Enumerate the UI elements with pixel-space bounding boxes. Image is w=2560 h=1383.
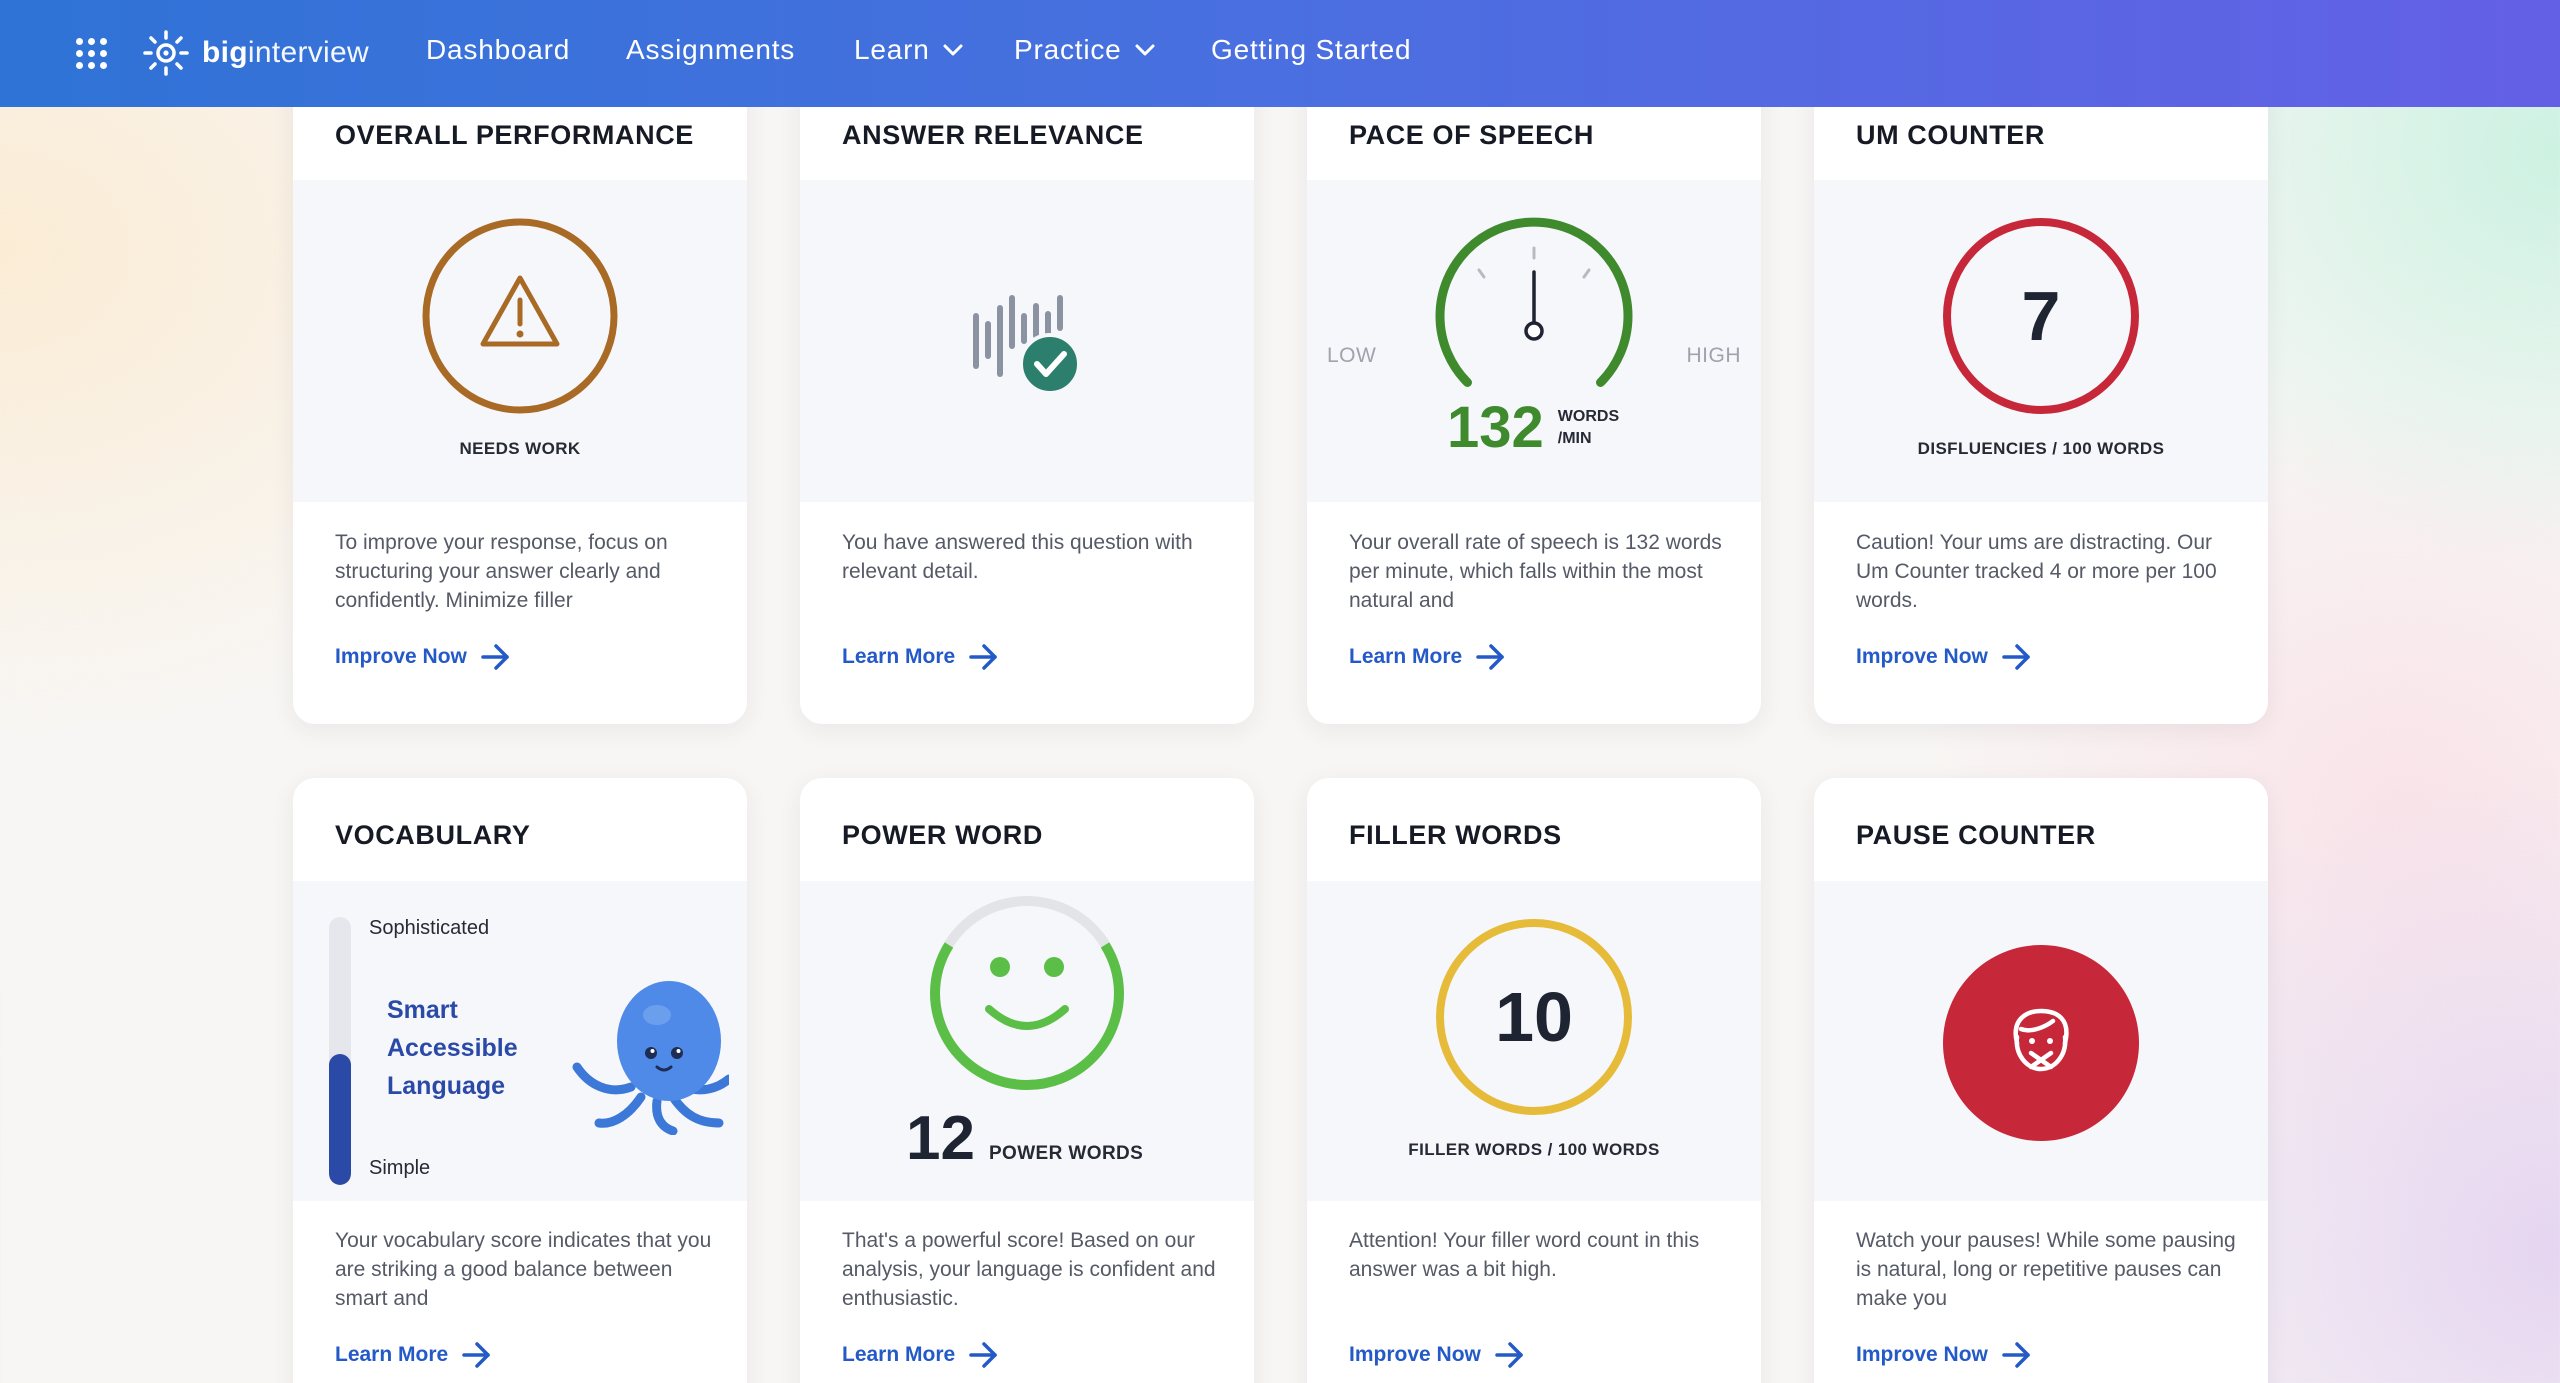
card-title: PACE OF SPEECH <box>1349 120 1594 150</box>
vocabulary-level-fill <box>329 1053 351 1185</box>
power-words-count: 12 <box>906 1104 975 1173</box>
learn-more-link[interactable]: Learn More <box>842 1342 999 1368</box>
octopus-mascot <box>572 981 729 1135</box>
nav-getting-started[interactable]: Getting Started <box>1211 34 1412 65</box>
card-title: UM COUNTER <box>1856 120 2045 150</box>
um-counter-card: UM COUNTER 7 DISFLUENCIES / 100 WORDS Ca… <box>1814 60 2268 724</box>
nav-dashboard[interactable]: Dashboard <box>426 34 571 65</box>
nav-assignments[interactable]: Assignments <box>626 34 796 65</box>
arrow-right-icon <box>481 644 509 670</box>
filler-words-ring <box>1436 919 1632 1115</box>
card-description: Attention! Your filler word count in thi… <box>1349 1229 1700 1281</box>
um-counter-ring <box>1943 218 2139 414</box>
card-description: Your vocabulary score indicates that you… <box>335 1229 712 1310</box>
pace-unit-line1: WORDS <box>1557 408 1620 425</box>
vocab-level-text: Smart Accessible Language <box>387 996 518 1100</box>
um-caption: DISFLUENCIES / 100 WORDS <box>1917 439 2165 458</box>
overall-caption: NEEDS WORK <box>459 439 581 458</box>
pace-readout: 132 WORDS /MIN <box>1447 398 1619 458</box>
pace-unit-line2: /MIN <box>1557 430 1592 447</box>
um-count: 7 <box>2021 277 2061 355</box>
pace-of-speech-card: PACE OF SPEECH LOW HIGH 132 WORDS /MIN Y… <box>1307 60 1761 724</box>
card-description: Watch your pauses! While some pausing is… <box>1856 1229 2236 1310</box>
card-description: Your overall rate of speech is 132 words… <box>1349 531 1722 612</box>
learn-more-link[interactable]: Learn More <box>1349 644 1506 670</box>
nav-practice[interactable]: Practice <box>1014 34 1156 66</box>
improve-now-link[interactable]: Improve Now <box>1349 1342 1525 1368</box>
arrow-right-icon <box>1495 1342 1523 1368</box>
improve-now-link[interactable]: Improve Now <box>1856 644 2032 670</box>
arrow-right-icon <box>969 644 997 670</box>
card-visual <box>1814 881 2268 1201</box>
power-word-card: POWER WORD 12 POWER WORDS That's a power… <box>800 778 1254 1383</box>
learn-more-link[interactable]: Learn More <box>842 644 999 670</box>
card-title: POWER WORD <box>842 820 1043 850</box>
biginterview-logo[interactable]: biginterview <box>142 28 369 78</box>
improve-now-link[interactable]: Improve Now <box>1856 1342 2032 1368</box>
card-visual: NEEDS WORK <box>293 180 747 502</box>
soundwave-check-icon <box>973 295 1081 395</box>
vocab-top-label: Sophisticated <box>369 917 490 939</box>
vocabulary-level-bar <box>329 917 351 1185</box>
card-description: Caution! Your ums are distracting. Our U… <box>1856 531 2217 612</box>
chevron-down-icon <box>1135 44 1155 56</box>
pace-high-label: HIGH <box>1686 344 1741 367</box>
chevron-down-icon <box>943 44 963 56</box>
vocab-bottom-label: Simple <box>369 1157 431 1179</box>
card-visual <box>800 180 1254 502</box>
muted-face-icon <box>1943 945 2139 1141</box>
sun-logo-icon <box>143 30 189 76</box>
arrow-right-icon <box>462 1342 490 1368</box>
card-description: You have answered this question with rel… <box>842 531 1193 583</box>
pace-value: 132 <box>1447 395 1544 460</box>
filler-caption: FILLER WORDS / 100 WORDS <box>1408 1140 1660 1159</box>
power-words-readout: 12 POWER WORDS <box>906 1103 1143 1174</box>
arrow-right-icon <box>969 1342 997 1368</box>
filler-words-count: 10 <box>1495 978 1573 1056</box>
card-title: VOCABULARY <box>335 820 531 850</box>
card-description: That's a powerful score! Based on our an… <box>842 1229 1216 1310</box>
needs-work-ring <box>422 218 618 414</box>
arrow-right-icon <box>2002 644 2030 670</box>
card-description: To improve your response, focus on struc… <box>335 531 668 612</box>
smiley-icon <box>930 896 1124 1090</box>
vocabulary-card: VOCABULARY Sophisticated Simple Smart Ac… <box>293 778 747 1383</box>
warning-icon <box>480 275 560 347</box>
arrow-right-icon <box>1476 644 1504 670</box>
pace-gauge <box>1435 217 1633 387</box>
card-visual: 7 DISFLUENCIES / 100 WORDS <box>1814 180 2268 502</box>
learn-more-link[interactable]: Learn More <box>335 1342 492 1368</box>
card-visual: 10 FILLER WORDS / 100 WORDS <box>1307 881 1761 1201</box>
arrow-right-icon <box>2002 1342 2030 1368</box>
answer-relevance-card: ANSWER RELEVANCE You have answered this … <box>800 60 1254 724</box>
power-words-unit: POWER WORDS <box>988 1143 1144 1164</box>
card-title: FILLER WORDS <box>1349 820 1562 850</box>
top-navbar: biginterview Dashboard Assignments Learn… <box>0 0 2560 107</box>
card-title: PAUSE COUNTER <box>1856 820 2096 850</box>
card-visual: 12 POWER WORDS <box>800 881 1254 1201</box>
card-title: ANSWER RELEVANCE <box>842 120 1144 150</box>
apps-grid-icon[interactable] <box>76 38 108 70</box>
card-title: OVERALL PERFORMANCE <box>335 120 694 150</box>
pause-counter-card: PAUSE COUNTER Watch your pauses! While s… <box>1814 778 2268 1383</box>
overall-performance-card: OVERALL PERFORMANCE NEEDS WORK To improv… <box>293 60 747 724</box>
pace-low-label: LOW <box>1327 344 1377 367</box>
card-visual: LOW HIGH 132 WORDS /MIN <box>1307 180 1761 502</box>
nav-learn[interactable]: Learn <box>854 34 964 66</box>
logo-text: biginterview <box>202 36 369 69</box>
improve-now-link[interactable]: Improve Now <box>335 644 511 670</box>
card-visual: Sophisticated Simple Smart Accessible La… <box>293 881 747 1201</box>
filler-words-card: FILLER WORDS 10 FILLER WORDS / 100 WORDS… <box>1307 778 1761 1383</box>
